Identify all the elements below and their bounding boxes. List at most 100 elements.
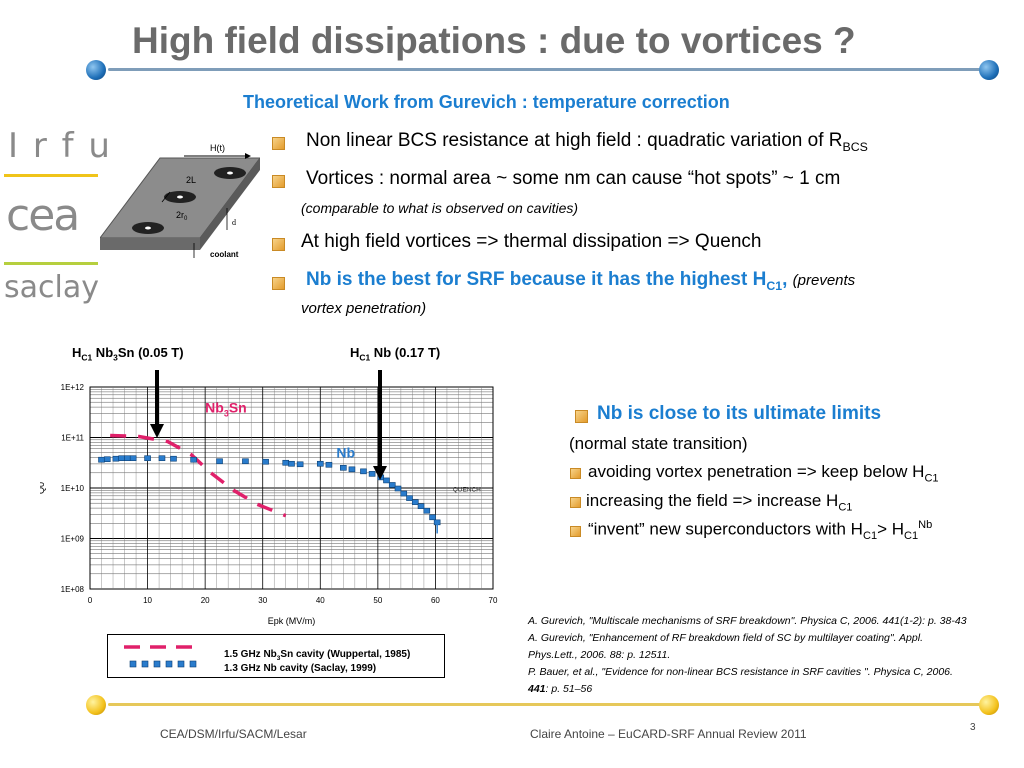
nb-point bbox=[118, 455, 125, 462]
nb-point bbox=[282, 459, 290, 466]
nb-point bbox=[170, 455, 177, 462]
nb-curve-label: Nb bbox=[336, 445, 355, 461]
nb-point bbox=[129, 455, 137, 462]
reference-1: A. Gurevich, "Multiscale mechanisms of S… bbox=[528, 615, 967, 627]
x-tick-label: 20 bbox=[201, 596, 210, 605]
nb-point bbox=[400, 490, 408, 497]
nb-point bbox=[112, 455, 120, 462]
slide-subtitle: Theoretical Work from Gurevich : tempera… bbox=[243, 92, 730, 112]
irfu-logo: I r f u bbox=[8, 126, 112, 166]
nb-point bbox=[348, 466, 356, 473]
bullet-vortices-note: (comparable to what is observed on cavit… bbox=[301, 200, 579, 216]
footer-rule bbox=[108, 703, 982, 706]
right-line-normal-state: (normal state transition) bbox=[569, 434, 748, 453]
bullet-icon bbox=[570, 497, 581, 508]
nb-point bbox=[144, 455, 151, 462]
bullet-icon bbox=[272, 137, 285, 150]
footer-center: Claire Antoine – EuCARD-SRF Annual Revie… bbox=[530, 727, 807, 741]
vortex-diagram: H(t) 2L 2r0 d coolant bbox=[100, 143, 260, 259]
slab-front bbox=[100, 238, 200, 250]
bullet-icon bbox=[570, 526, 581, 537]
y-tick-labels: 1E+08 1E+09 1E+10 1E+11 1E+12 bbox=[61, 383, 85, 594]
bullet-bcs: Non linear BCS resistance at high field … bbox=[306, 130, 868, 154]
nb-point bbox=[394, 485, 402, 492]
vortex-core bbox=[145, 226, 151, 230]
vortex-core bbox=[227, 171, 233, 175]
legend-swatches bbox=[124, 645, 202, 668]
spacing-arrow bbox=[161, 191, 171, 203]
slide-title: High field dissipations : due to vortice… bbox=[132, 20, 856, 61]
field-arrowhead bbox=[245, 153, 251, 159]
x-tick-label: 70 bbox=[489, 596, 498, 605]
hc1-nb-label: HC1 Nb (0.17 T) bbox=[350, 345, 441, 363]
hc1-nb3sn-label: HC1 Nb3Sn (0.05 T) bbox=[72, 345, 184, 363]
nb-point bbox=[417, 503, 425, 509]
title-rule bbox=[108, 68, 982, 71]
x-axis-label: Epk (MV/m) bbox=[268, 616, 316, 626]
nb-point bbox=[262, 458, 269, 465]
y-tick-label: 1E+12 bbox=[61, 383, 85, 392]
y-axis-label: Q0 bbox=[40, 482, 46, 494]
right-line-invent: “invent” new superconductors with HC1> H… bbox=[588, 519, 933, 543]
x-tick-label: 60 bbox=[431, 596, 440, 605]
nb3sn-curve-label: Nb3Sn bbox=[205, 399, 247, 418]
nb-point bbox=[124, 455, 131, 462]
quench-label: QUENCH bbox=[453, 487, 481, 494]
x-tick-label: 0 bbox=[88, 596, 93, 605]
nb-point bbox=[98, 456, 105, 463]
hc1-nb3sn-arrow bbox=[150, 370, 164, 438]
spacing-label: 2L bbox=[186, 175, 196, 185]
nb-point bbox=[360, 468, 367, 475]
nb-point bbox=[388, 482, 396, 488]
right-heading: Nb is close to its ultimate limits bbox=[597, 403, 882, 424]
slab-side bbox=[200, 158, 260, 250]
nb-point bbox=[216, 458, 223, 465]
nb-point bbox=[368, 471, 376, 477]
reference-2: A. Gurevich, "Enhancement of RF breakdow… bbox=[528, 632, 923, 644]
rule-right-ball bbox=[979, 60, 999, 80]
nb-point bbox=[158, 455, 166, 462]
nb-point bbox=[383, 477, 390, 484]
bullet-icon bbox=[272, 175, 285, 188]
legend-nb3sn-label: 1.5 GHz Nb3Sn cavity (Wuppertal, 1985) bbox=[224, 649, 411, 662]
x-tick-labels: 0 10 20 30 40 50 60 70 bbox=[88, 596, 498, 605]
chart-legend: 1.5 GHz Nb3Sn cavity (Wuppertal, 1985) 1… bbox=[107, 634, 445, 678]
field-label: H(t) bbox=[210, 143, 225, 153]
nb-point bbox=[423, 507, 431, 514]
nb-point bbox=[316, 460, 324, 467]
vortex-core bbox=[177, 195, 183, 199]
x-tick-label: 50 bbox=[373, 596, 382, 605]
x-tick-label: 40 bbox=[316, 596, 325, 605]
nb-point bbox=[190, 456, 197, 463]
nb-point bbox=[296, 461, 304, 468]
hc1-nb-arrow bbox=[373, 370, 387, 480]
bullet-icon bbox=[272, 277, 285, 290]
nb-point bbox=[325, 461, 333, 468]
logo-divider bbox=[4, 174, 98, 177]
rule-left-ball bbox=[86, 60, 106, 80]
q0-vs-epk-chart: 1E+08 1E+09 1E+10 1E+11 1E+12 0 10 20 30 40 50 60 7… bbox=[40, 383, 498, 626]
bullet-icon bbox=[272, 238, 285, 251]
nb-point bbox=[103, 456, 111, 463]
y-tick-label: 1E+08 bbox=[61, 585, 85, 594]
reference-3-cont: 441: p. 51–56 bbox=[528, 683, 593, 695]
footer-left: CEA/DSM/Irfu/SACM/Lesar bbox=[160, 727, 307, 741]
y-tick-label: 1E+10 bbox=[61, 484, 85, 493]
nb3sn-curve bbox=[110, 433, 287, 518]
y-tick-label: 1E+09 bbox=[61, 535, 85, 544]
bullet-vortices: Vortices : normal area ~ some nm can cau… bbox=[306, 168, 841, 189]
chart-series bbox=[98, 433, 441, 534]
reference-3: P. Bauer, et al., "Evidence for non-line… bbox=[528, 666, 953, 678]
nb-point bbox=[242, 458, 249, 465]
nb-point bbox=[406, 495, 413, 501]
bullet-icon bbox=[570, 468, 581, 479]
bullet-icon bbox=[575, 410, 588, 423]
x-tick-label: 30 bbox=[258, 596, 267, 605]
footer-left-ball bbox=[86, 695, 106, 715]
y-tick-label: 1E+11 bbox=[61, 434, 84, 443]
page-number: 3 bbox=[970, 722, 976, 733]
right-line-increase: increasing the field => increase HC1 bbox=[586, 491, 853, 514]
thickness-label: d bbox=[232, 218, 236, 227]
coolant-label: coolant bbox=[210, 250, 239, 259]
legend-nb-label: 1.3 GHz Nb cavity (Saclay, 1999) bbox=[224, 663, 377, 674]
